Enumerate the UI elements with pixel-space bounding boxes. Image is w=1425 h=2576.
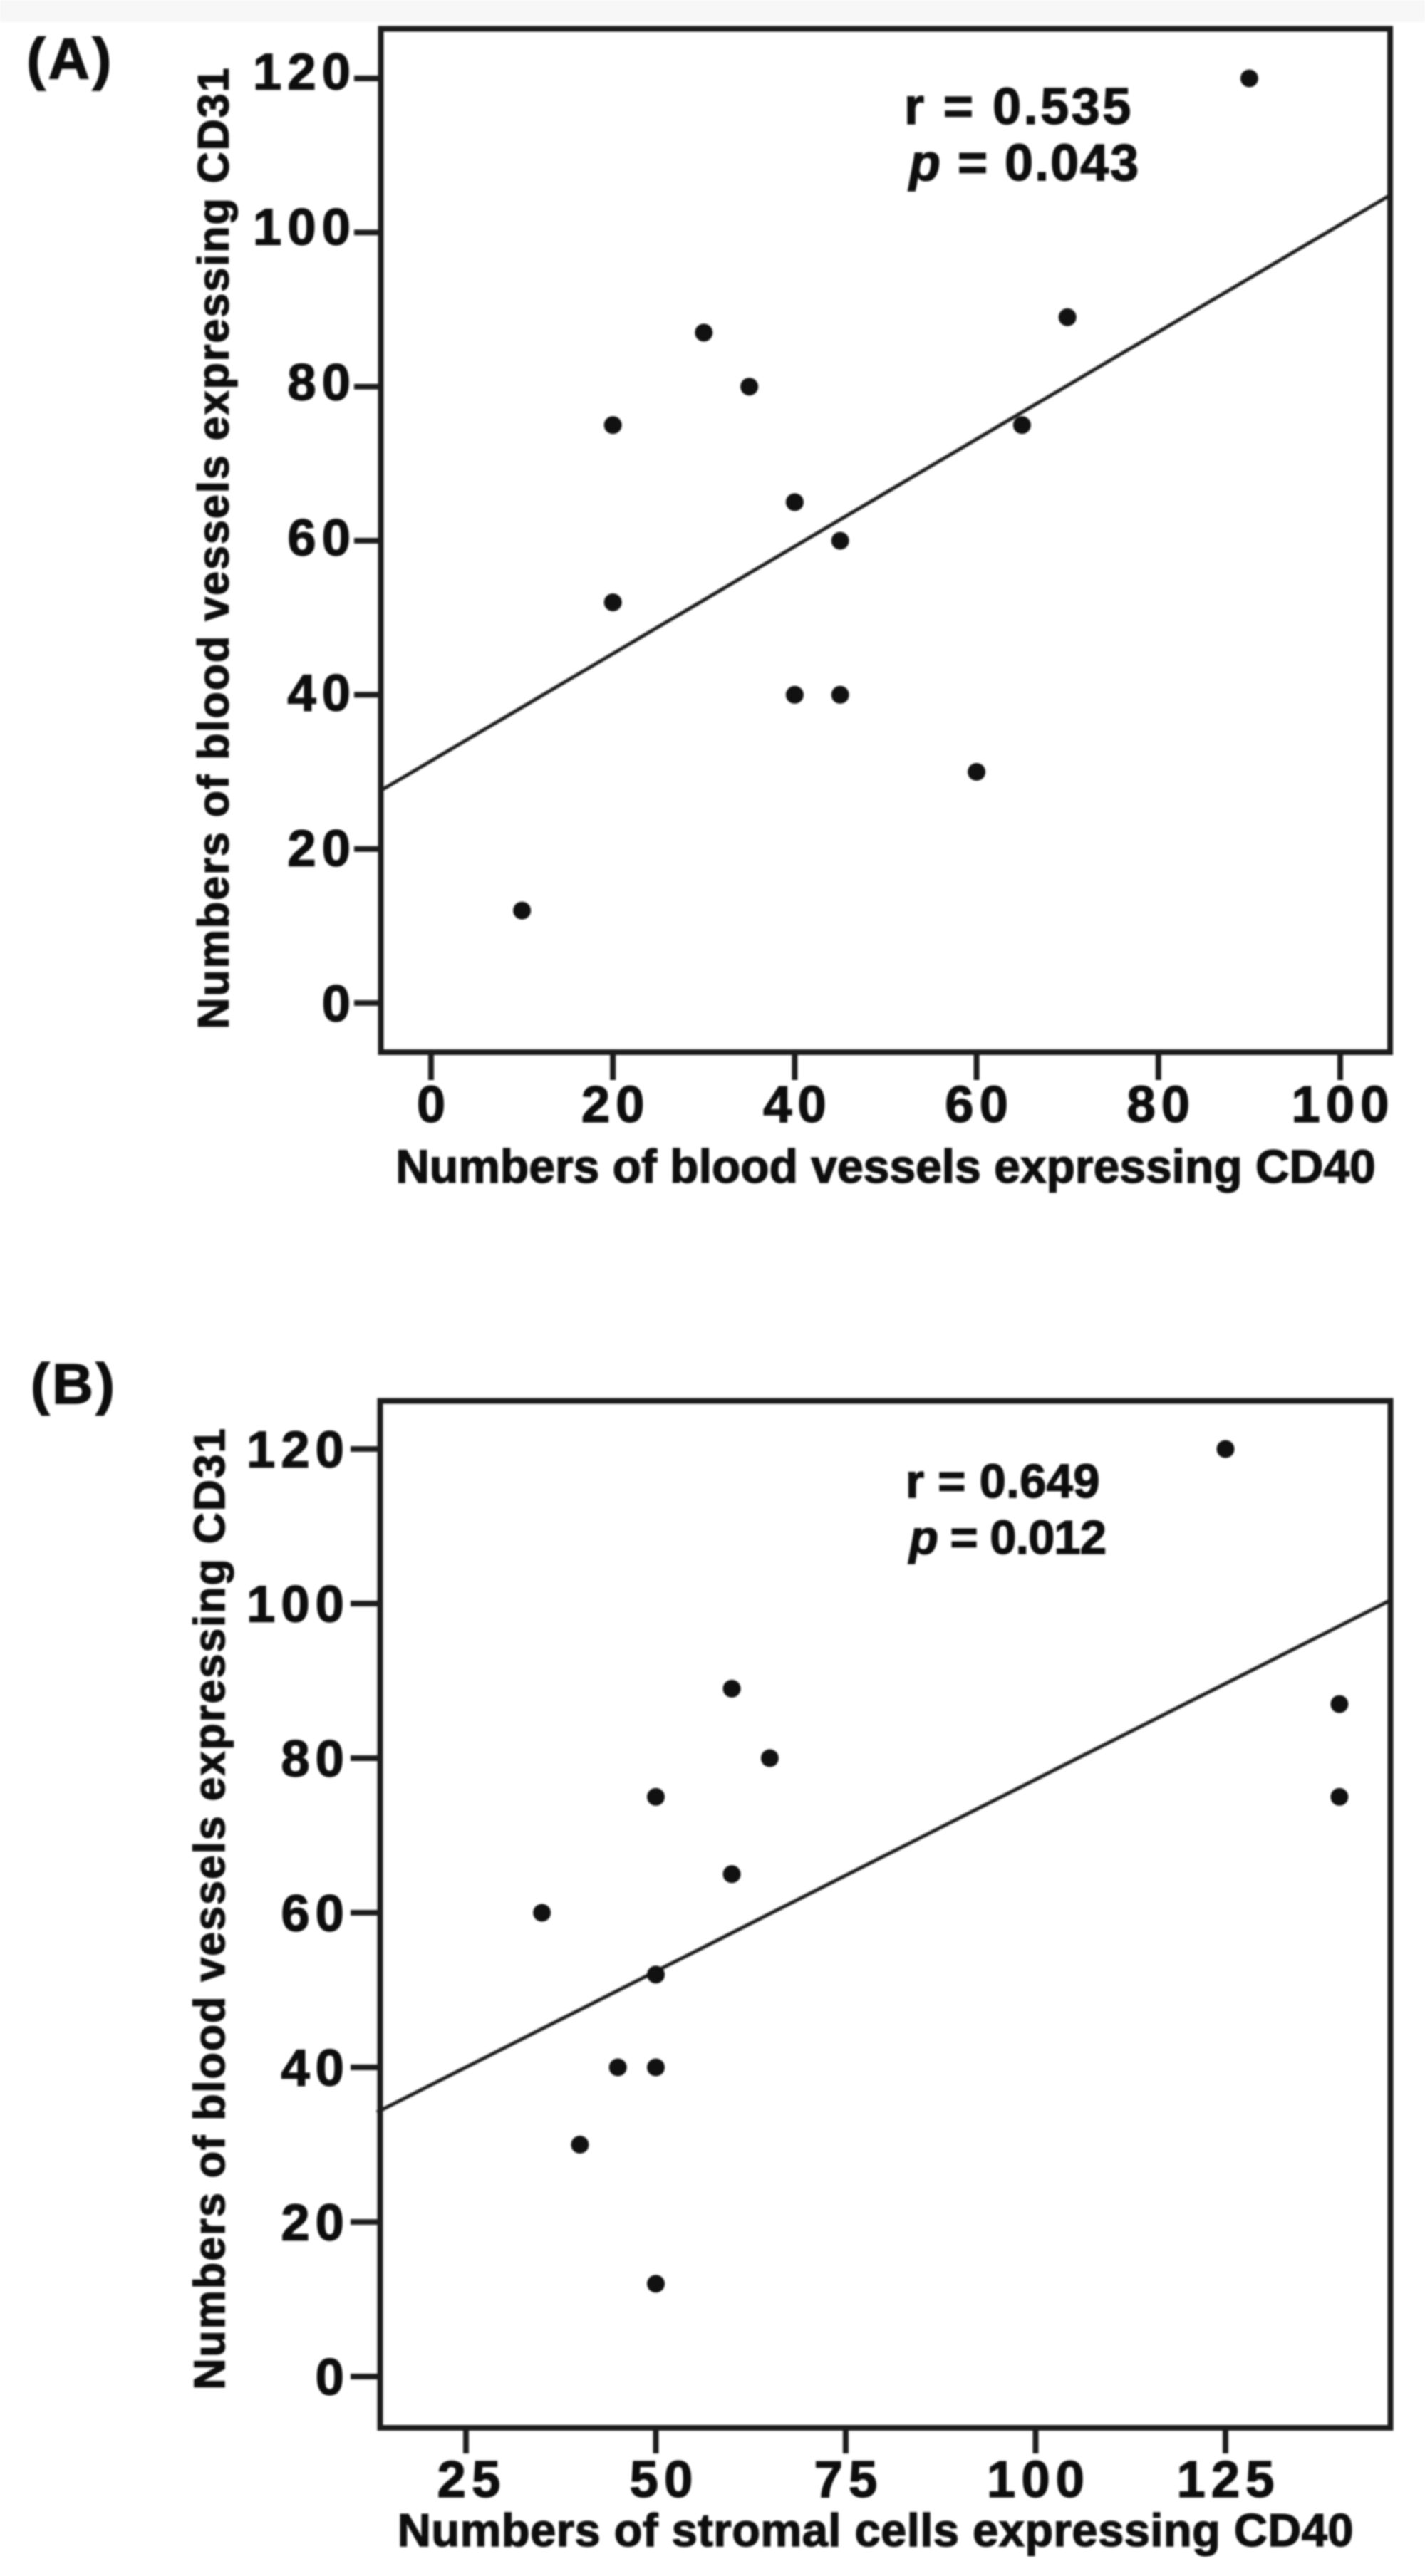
svg-text:100: 100 <box>1292 1076 1395 1133</box>
svg-text:100: 100 <box>253 199 356 256</box>
svg-text:r = 0.535: r = 0.535 <box>904 78 1134 135</box>
svg-text:Numbers of stromal cells expre: Numbers of stromal cells expressing CD40 <box>398 2504 1354 2556</box>
svg-text:120: 120 <box>253 43 356 101</box>
svg-text:0: 0 <box>322 975 356 1033</box>
svg-text:Numbers of blood vessels expre: Numbers of blood vessels expressing CD31 <box>190 66 238 1029</box>
svg-text:(B): (B) <box>31 1352 118 1416</box>
svg-text:r = 0.649: r = 0.649 <box>906 1455 1100 1508</box>
svg-text:0: 0 <box>316 2349 350 2406</box>
svg-text:50: 50 <box>630 2451 699 2508</box>
svg-text:80: 80 <box>1126 1076 1196 1133</box>
svg-text:60: 60 <box>945 1076 1014 1133</box>
svg-text:100: 100 <box>987 2451 1090 2508</box>
svg-text:125: 125 <box>1177 2451 1280 2508</box>
svg-text:(A): (A) <box>26 27 114 91</box>
svg-text:p = 0.043: p = 0.043 <box>908 135 1140 192</box>
svg-text:Numbers of blood vessels expre: Numbers of blood vessels expressing CD31 <box>185 1427 234 2389</box>
svg-text:40: 40 <box>281 2040 350 2097</box>
svg-text:25: 25 <box>437 2451 507 2508</box>
svg-text:120: 120 <box>247 1421 350 1479</box>
svg-text:p = 0.012: p = 0.012 <box>908 1511 1106 1564</box>
svg-text:20: 20 <box>281 2194 350 2252</box>
svg-text:60: 60 <box>287 509 356 567</box>
svg-text:100: 100 <box>247 1576 350 1634</box>
svg-text:20: 20 <box>581 1076 651 1133</box>
svg-text:80: 80 <box>287 354 356 412</box>
svg-text:Numbers of blood vessels expre: Numbers of blood vessels expressing CD40 <box>395 1140 1375 1193</box>
svg-text:60: 60 <box>281 1885 350 1943</box>
svg-text:40: 40 <box>763 1076 832 1133</box>
svg-text:20: 20 <box>287 820 356 878</box>
svg-text:0: 0 <box>417 1076 451 1133</box>
svg-text:80: 80 <box>281 1730 350 1788</box>
svg-text:40: 40 <box>287 665 356 722</box>
svg-text:75: 75 <box>814 2451 884 2508</box>
